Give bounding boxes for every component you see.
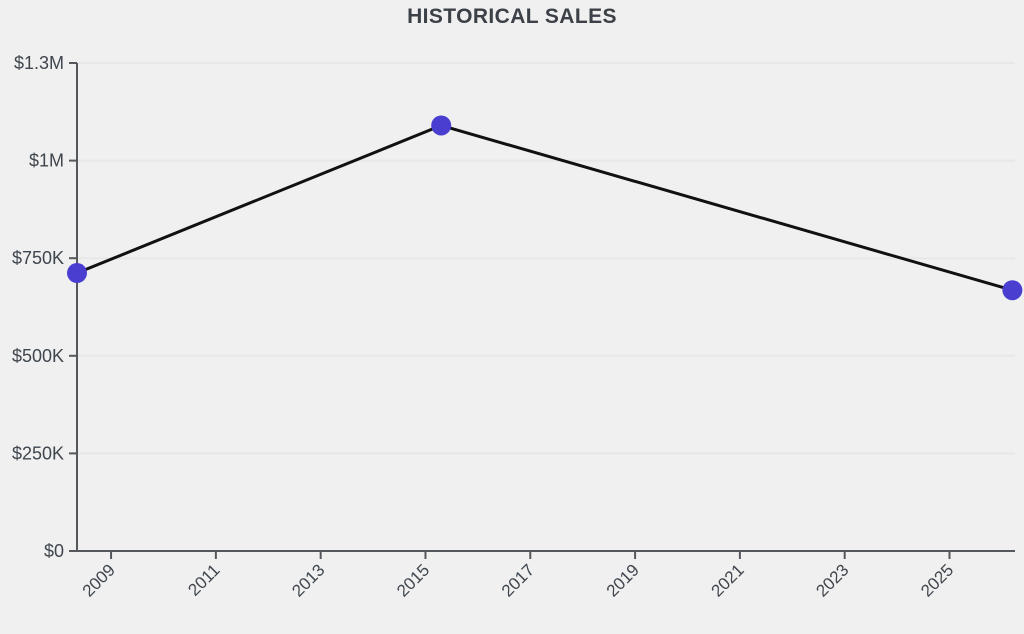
data-point[interactable] xyxy=(431,115,452,136)
x-tick-label: 2015 xyxy=(393,560,433,600)
x-tick-label: 2017 xyxy=(498,560,538,600)
x-tick-label: 2019 xyxy=(603,560,643,600)
y-tick-label: $250K xyxy=(12,443,64,463)
sales-line xyxy=(75,123,1014,292)
data-point[interactable] xyxy=(1002,280,1023,301)
x-tick-label: 2021 xyxy=(708,560,748,600)
y-tick-label: $500K xyxy=(12,346,64,366)
data-point[interactable] xyxy=(67,263,87,284)
y-tick-label: $1M xyxy=(29,151,64,171)
x-tick-label: 2023 xyxy=(812,560,852,600)
x-tick-label: 2011 xyxy=(184,560,223,599)
y-tick-label: $1.3M xyxy=(14,53,64,73)
chart-title: HISTORICAL SALES xyxy=(407,5,617,28)
x-tick-label: 2009 xyxy=(79,560,119,600)
y-tick-label: $750K xyxy=(12,248,64,268)
x-tick-label: 2025 xyxy=(917,560,957,600)
x-tick-label: 2013 xyxy=(288,560,328,600)
y-tick-label: $0 xyxy=(44,541,64,561)
